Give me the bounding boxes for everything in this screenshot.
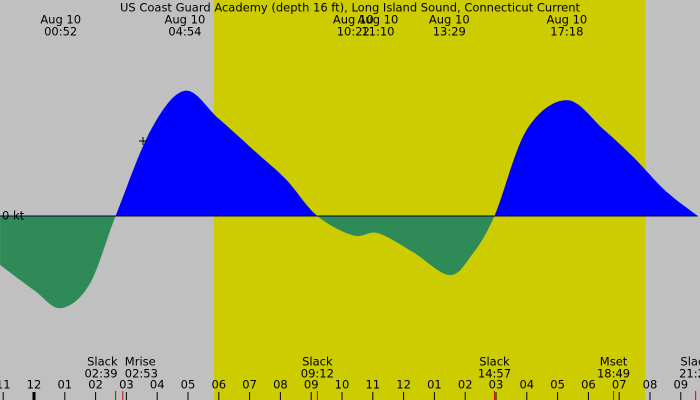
x-tick-label: 07	[242, 378, 257, 392]
event-time: 14:57	[478, 367, 511, 381]
x-tick-label: 11	[365, 378, 380, 392]
x-tick-label: 05	[550, 378, 565, 392]
event-time: 09:12	[301, 367, 334, 381]
event-label: Slack	[479, 355, 510, 369]
x-tick-label: 04	[519, 378, 534, 392]
x-tick-label: 04	[150, 378, 165, 392]
event-time: 04:54	[168, 25, 201, 39]
event-date: Aug 10	[40, 13, 81, 27]
x-tick-label: 07	[612, 378, 627, 392]
x-tick-label: 12	[27, 378, 42, 392]
x-tick-label: 06	[211, 378, 226, 392]
event-label: Slack	[87, 355, 118, 369]
event-time: 13:29	[433, 25, 466, 39]
x-tick-label: 11	[0, 378, 11, 392]
x-tick-label: 02	[88, 378, 103, 392]
event-label: Slack	[302, 355, 333, 369]
event-time: 17:18	[550, 25, 583, 39]
x-tick-label: 06	[581, 378, 596, 392]
event-date: Aug 10	[546, 13, 587, 27]
event-label: Mset	[600, 355, 628, 369]
y-tick-label: 0 kt	[2, 209, 25, 223]
x-tick-label: 10	[335, 378, 350, 392]
event-time: 21:29	[679, 367, 700, 381]
event-date: Aug 10	[358, 13, 399, 27]
chart-title: US Coast Guard Academy (depth 16 ft), Lo…	[120, 1, 581, 15]
x-tick-label: 01	[427, 378, 442, 392]
event-date: Aug 10	[165, 13, 206, 27]
event-label: Mrise	[125, 355, 156, 369]
event-time: 18:49	[597, 367, 630, 381]
x-tick-label: 08	[273, 378, 288, 392]
x-tick-label: 12	[396, 378, 411, 392]
event-time: 10:22	[337, 25, 370, 39]
x-tick-label: 09	[304, 378, 319, 392]
event-time: 00:52	[44, 25, 77, 39]
event-date: Aug 10	[333, 13, 374, 27]
x-tick-label: 01	[57, 378, 72, 392]
marker	[139, 137, 147, 145]
x-tick-label: 02	[458, 378, 473, 392]
x-tick-label: 03	[489, 378, 504, 392]
event-date: Aug 10	[429, 13, 470, 27]
x-tick-label: 08	[643, 378, 658, 392]
current-area	[0, 90, 698, 309]
x-tick-label: 05	[181, 378, 196, 392]
event-time: 02:39	[84, 367, 117, 381]
event-time: 11:10	[361, 25, 394, 39]
event-label: Slack	[680, 355, 700, 369]
x-tick-label: 03	[119, 378, 134, 392]
event-time: 02:53	[125, 367, 158, 381]
x-tick-label: 09	[673, 378, 688, 392]
